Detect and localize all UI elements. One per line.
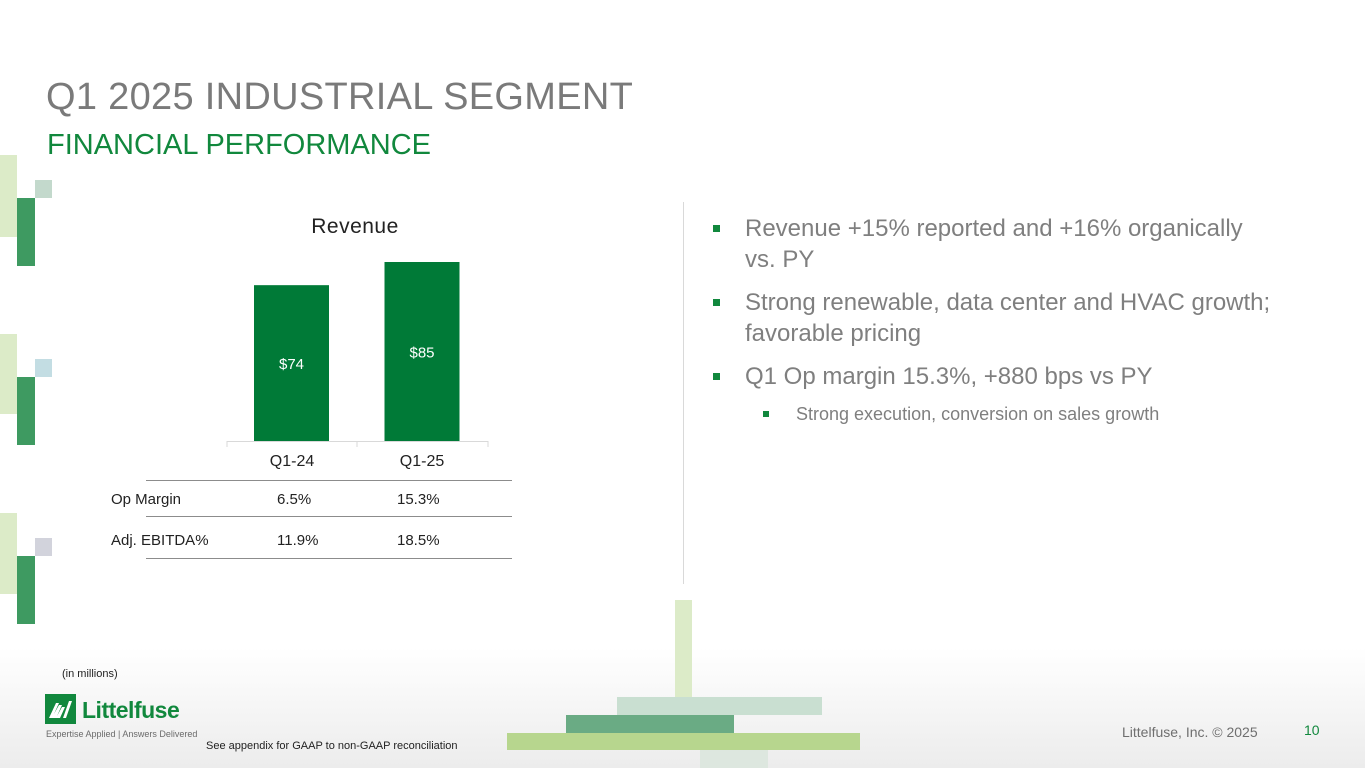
bullet-revenue: Revenue +15% reported and +16% organical… bbox=[712, 213, 1272, 275]
bullet-growth: Strong renewable, data center and HVAC g… bbox=[712, 287, 1272, 349]
gaap-note: See appendix for GAAP to non-GAAP reconc… bbox=[206, 740, 458, 752]
revenue-chart: $74 $85 bbox=[226, 262, 489, 447]
table-rule bbox=[146, 480, 512, 481]
op-margin-q1-25: 15.3% bbox=[397, 491, 440, 508]
column-divider bbox=[683, 202, 684, 584]
chart-title: Revenue bbox=[311, 215, 399, 238]
adj-ebitda-q1-24: 11.9% bbox=[277, 532, 319, 549]
bullet-op-margin: Q1 Op margin 15.3%, +880 bps vs PY bbox=[712, 361, 1272, 392]
key-points-list: Revenue +15% reported and +16% organical… bbox=[712, 213, 1272, 426]
page-subtitle: FINANCIAL PERFORMANCE bbox=[47, 129, 432, 161]
littelfuse-logo-text: Littelfuse bbox=[82, 697, 180, 723]
revenue-bar-q1-24 bbox=[254, 285, 329, 441]
page-title: Q1 2025 INDUSTRIAL SEGMENT bbox=[46, 76, 634, 118]
table-rule bbox=[146, 558, 512, 559]
littelfuse-logo-icon bbox=[45, 694, 76, 724]
logo-tagline: Expertise Applied | Answers Delivered bbox=[46, 729, 198, 739]
table-rule bbox=[146, 516, 512, 517]
x-tick-label-q1-25: Q1-25 bbox=[399, 453, 445, 470]
revenue-data-label-q1-24: $74 bbox=[279, 356, 304, 373]
x-tick-label-q1-24: Q1-24 bbox=[269, 453, 315, 470]
adj-ebitda-q1-25: 18.5% bbox=[397, 532, 440, 549]
op-margin-q1-24: 6.5% bbox=[277, 491, 312, 508]
row-label-op-margin: Op Margin bbox=[111, 491, 182, 508]
revenue-data-label-q1-25: $85 bbox=[409, 345, 434, 362]
copyright: Littelfuse, Inc. © 2025 bbox=[1122, 724, 1258, 740]
sub-bullet-execution: Strong execution, conversion on sales gr… bbox=[712, 402, 1272, 426]
page-number: 10 bbox=[1304, 722, 1320, 738]
revenue-bar-q1-25 bbox=[384, 262, 460, 441]
units-note: (in millions) bbox=[62, 668, 118, 680]
row-label-adj-ebitda: Adj. EBITDA% bbox=[111, 532, 209, 549]
